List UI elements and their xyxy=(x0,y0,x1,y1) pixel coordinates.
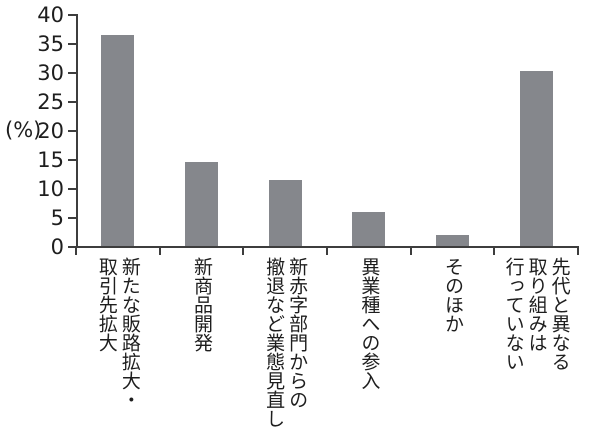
x-tick xyxy=(158,246,161,255)
x-tick xyxy=(326,246,328,255)
y-tick xyxy=(68,159,76,161)
category-label-line: 異業種への参入 xyxy=(358,257,381,390)
category-label: そのほか xyxy=(441,257,464,333)
y-tick xyxy=(68,43,76,45)
x-tick xyxy=(75,246,77,255)
y-tick xyxy=(68,130,76,132)
bar xyxy=(101,34,135,246)
category-label-line: 新商品開発 xyxy=(191,257,213,352)
y-tick-label: 40 xyxy=(37,3,64,27)
category-label: 先代と異なる 取り組みは 行っていない xyxy=(502,257,571,371)
y-tick xyxy=(68,246,76,248)
bar xyxy=(185,161,218,246)
y-tick-label: 35 xyxy=(37,32,64,56)
y-tick-label: 10 xyxy=(37,177,64,201)
category-label-line: 取引先拡大 xyxy=(95,257,118,352)
y-tick xyxy=(68,72,76,74)
x-tick xyxy=(493,246,496,255)
category-label-line: 取り組みは xyxy=(525,257,548,352)
category-label-line: 新赤字部門からの xyxy=(286,257,309,409)
category-label-line: 行っていない xyxy=(502,257,525,371)
y-tick-label: 20 xyxy=(37,119,64,143)
y-axis-unit-label: (%) xyxy=(5,118,42,142)
category-label-line: そのほか xyxy=(442,257,464,333)
category-label: 新商品開発 xyxy=(190,257,213,352)
category-label: 新たな販路拡大・ 取引先拡大 xyxy=(95,257,141,409)
y-tick-label: 5 xyxy=(50,206,64,230)
x-tick xyxy=(577,246,579,255)
category-label: 新赤字部門からの 撤退など業態見直し xyxy=(262,257,308,428)
y-tick-label: 25 xyxy=(37,90,64,114)
y-tick xyxy=(68,217,76,219)
category-label-line: 先代と異なる xyxy=(548,257,571,371)
y-tick-label: 30 xyxy=(37,61,64,85)
category-label-line: 新たな販路拡大・ xyxy=(118,257,141,409)
y-tick xyxy=(68,101,76,103)
y-tick xyxy=(68,188,76,190)
bar xyxy=(352,212,386,246)
y-tick-label: 0 xyxy=(50,235,64,259)
category-label-line: 撤退など業態見直し xyxy=(263,257,286,428)
category-label: 異業種への参入 xyxy=(357,257,380,390)
y-tick xyxy=(68,14,76,16)
bar xyxy=(436,234,469,246)
y-tick-label: 15 xyxy=(37,148,64,172)
x-tick xyxy=(409,246,412,255)
bar xyxy=(519,71,553,246)
y-axis-line xyxy=(76,14,78,248)
x-tick xyxy=(242,246,245,255)
bar xyxy=(268,180,302,246)
